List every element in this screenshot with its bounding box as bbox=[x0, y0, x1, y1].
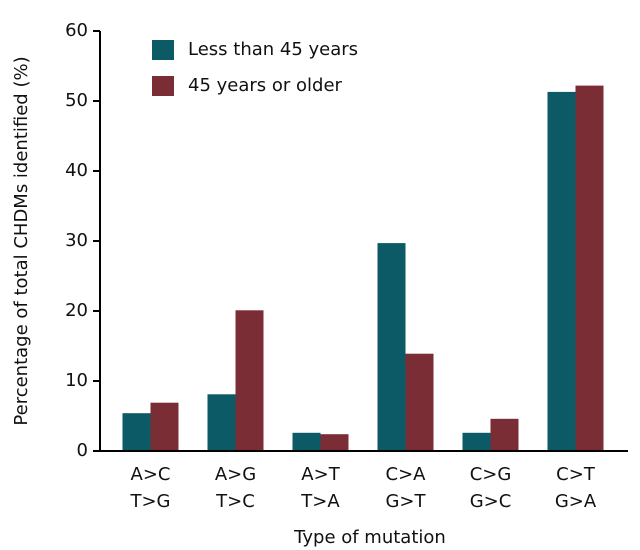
bar bbox=[122, 413, 151, 451]
bar bbox=[462, 432, 491, 451]
x-tick-label: C>G bbox=[470, 464, 512, 485]
legend-label: 45 years or older bbox=[188, 75, 343, 96]
x-tick-label: A>C bbox=[131, 464, 171, 485]
bar bbox=[547, 91, 576, 452]
y-tick-label: 30 bbox=[65, 230, 88, 251]
x-tick-label: T>G bbox=[129, 491, 170, 512]
y-tick-label: 60 bbox=[65, 20, 88, 41]
x-tick-label: T>A bbox=[300, 491, 340, 512]
y-tick-label: 0 bbox=[77, 440, 88, 461]
bar bbox=[207, 394, 236, 451]
x-tick-label: G>C bbox=[470, 491, 512, 512]
bar bbox=[575, 85, 604, 451]
bar bbox=[292, 432, 321, 451]
y-axis-label: Percentage of total CHDMs identified (%) bbox=[11, 56, 32, 425]
x-tick-label: G>T bbox=[385, 491, 426, 512]
bar bbox=[377, 243, 406, 451]
legend-swatch bbox=[152, 76, 174, 96]
x-tick-label: T>C bbox=[215, 491, 255, 512]
x-tick-label: G>A bbox=[555, 491, 597, 512]
legend-swatch bbox=[152, 40, 174, 60]
bar bbox=[320, 434, 349, 451]
x-tick-label: C>A bbox=[386, 464, 427, 485]
y-tick-label: 50 bbox=[65, 90, 88, 111]
x-tick-label: C>T bbox=[556, 464, 596, 485]
x-tick-label: A>G bbox=[215, 464, 256, 485]
y-tick-label: 20 bbox=[65, 300, 88, 321]
bar bbox=[490, 418, 519, 451]
bar bbox=[405, 353, 434, 451]
x-axis-label: Type of mutation bbox=[293, 527, 446, 548]
legend-label: Less than 45 years bbox=[188, 39, 358, 60]
bar bbox=[235, 310, 264, 451]
y-tick-label: 10 bbox=[65, 370, 88, 391]
y-tick-label: 40 bbox=[65, 160, 88, 181]
x-tick-label: A>T bbox=[301, 464, 340, 485]
bar bbox=[150, 402, 179, 451]
